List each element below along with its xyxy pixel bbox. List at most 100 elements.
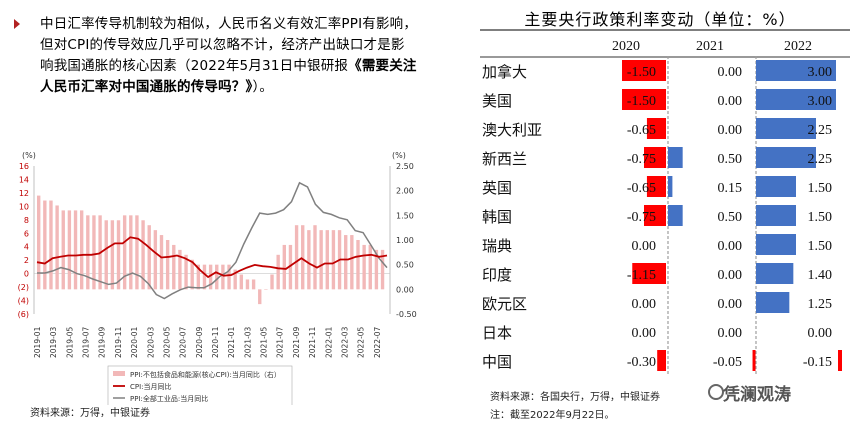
rate-bar xyxy=(752,350,756,371)
core-cpi-bar xyxy=(172,244,176,290)
table-title: 主要央行政策利率变动（单位：%） xyxy=(524,10,796,29)
legend-cpi: CPI:当月同比 xyxy=(130,382,172,391)
core-cpi-bar xyxy=(202,264,207,290)
rate-value: -0.65 xyxy=(627,181,656,196)
core-cpi-bar xyxy=(208,264,213,290)
rate-value: 0.00 xyxy=(632,239,657,254)
x-tick-label: 2020-03 xyxy=(146,326,155,358)
core-cpi-bar xyxy=(276,254,280,290)
core-cpi-bar xyxy=(294,225,299,290)
rate-value: 0.00 xyxy=(718,326,743,341)
core-cpi-bar xyxy=(264,289,268,290)
rate-value: 0.00 xyxy=(718,297,743,312)
rate-value: 2.25 xyxy=(808,123,833,138)
rate-value: -1.50 xyxy=(627,65,656,80)
rate-value: 0.00 xyxy=(718,65,743,80)
core-cpi-bar xyxy=(104,220,108,290)
y-right-tick: 1.00 xyxy=(396,236,414,245)
right-source: 资料来源：各国央行，万得，中银证券 xyxy=(490,392,660,403)
core-cpi-bar xyxy=(258,289,262,305)
rate-value: 0.00 xyxy=(632,326,657,341)
commentary-end: ）。 xyxy=(252,79,274,95)
core-cpi-bar xyxy=(307,230,311,290)
core-cpi-bar xyxy=(245,279,250,290)
core-cpi-bar xyxy=(368,244,372,290)
y-right-tick: 0.00 xyxy=(396,285,414,294)
core-cpi-bar xyxy=(116,220,121,290)
legend-core: PPI:不包括食品和能源(核心CPI):当月同比（右） xyxy=(130,370,281,379)
core-cpi-bar xyxy=(184,254,188,290)
wechat-icon xyxy=(708,384,724,400)
core-cpi-bar xyxy=(49,200,53,290)
y-left-tick: 0 xyxy=(24,270,29,279)
commentary-paragraph: 中日汇率传导机制较为相似，人民币名义有效汇率PPI有影响，但对CPI的传导效应几… xyxy=(40,14,418,98)
rate-bar xyxy=(622,89,666,110)
y-left-tick: 4 xyxy=(24,243,29,252)
x-tick-label: 2019-01 xyxy=(33,326,42,358)
x-tick-label: 2021-09 xyxy=(292,326,301,358)
left-source: 资料来源：万得，中银证券 xyxy=(30,408,150,419)
row-label: 中国 xyxy=(482,353,512,371)
rate-value: 1.50 xyxy=(808,239,833,254)
commentary-text: 中日汇率传导机制较为相似，人民币名义有效汇率PPI有影响，但对CPI的传导效应几… xyxy=(40,16,418,74)
rate-value: -0.15 xyxy=(803,355,832,370)
row-label: 印度 xyxy=(482,266,512,284)
rate-bar xyxy=(622,60,666,81)
x-tick-label: 2021-05 xyxy=(260,326,269,358)
y-left-unit: (%) xyxy=(22,151,36,160)
rate-bar xyxy=(644,147,666,168)
rate-bar xyxy=(646,176,666,197)
x-tick-label: 2020-09 xyxy=(195,326,204,358)
rate-value: 0.00 xyxy=(718,239,743,254)
core-cpi-bar xyxy=(282,244,286,290)
row-label: 韩国 xyxy=(482,208,512,226)
column-header: 2020 xyxy=(612,39,640,54)
rate-value: 0.00 xyxy=(808,326,833,341)
diamond-bullet-icon xyxy=(14,19,20,29)
core-cpi-bar xyxy=(159,235,164,290)
rate-bar xyxy=(668,176,673,197)
core-cpi-bar xyxy=(135,215,139,290)
right-note: 注：截至2022年9月22日。 xyxy=(490,410,615,421)
core-cpi-bar xyxy=(356,240,360,290)
y-left-tick: 10 xyxy=(19,202,29,211)
x-tick-label: 2021-07 xyxy=(276,326,285,358)
y-right-tick: 2.00 xyxy=(396,187,414,196)
core-cpi-bar xyxy=(350,235,354,290)
rate-bar xyxy=(756,205,796,226)
core-cpi-bar xyxy=(79,210,84,290)
x-tick-label: 2021-03 xyxy=(243,326,252,358)
y-left-tick: 2 xyxy=(24,256,29,265)
rate-bar xyxy=(838,350,842,371)
x-tick-label: 2020-05 xyxy=(162,326,171,358)
rate-value: 1.50 xyxy=(808,181,833,196)
core-cpi-bar xyxy=(325,230,329,290)
core-cpi-bar xyxy=(221,264,225,290)
rate-value: 0.00 xyxy=(718,94,743,109)
core-cpi-bar xyxy=(141,220,145,290)
x-tick-label: 2022-05 xyxy=(357,326,366,358)
rate-bar xyxy=(644,205,666,226)
x-tick-label: 2019-09 xyxy=(98,326,107,358)
core-cpi-bar xyxy=(374,249,379,290)
core-cpi-bar xyxy=(288,244,293,290)
row-label: 加拿大 xyxy=(482,63,527,81)
row-label: 美国 xyxy=(482,92,512,110)
rate-value: -0.75 xyxy=(627,210,656,225)
core-cpi-bar xyxy=(43,200,47,290)
rate-bar xyxy=(756,263,794,284)
row-label: 英国 xyxy=(482,179,512,197)
core-cpi-bar xyxy=(37,195,41,290)
core-cpi-bar xyxy=(129,215,133,290)
rate-bar xyxy=(756,147,816,168)
x-tick-label: 2019-07 xyxy=(82,326,91,358)
core-cpi-bar xyxy=(153,230,158,290)
report-title-link[interactable]: 《需要关注人民币汇率对中国通胀的传导吗？》 xyxy=(40,58,417,95)
y-left-tick: 16 xyxy=(19,162,29,171)
row-label: 瑞典 xyxy=(482,237,512,255)
core-cpi-bar xyxy=(55,205,59,290)
core-cpi-bar xyxy=(380,249,385,290)
inflation-chart: (%) (%) 16 14 12 10 8 6 4 2 0 (2) (4) (6) 2.50 2.00 1.50… xyxy=(18,151,417,405)
core-cpi-bar xyxy=(86,215,90,290)
rate-bar xyxy=(756,176,796,197)
